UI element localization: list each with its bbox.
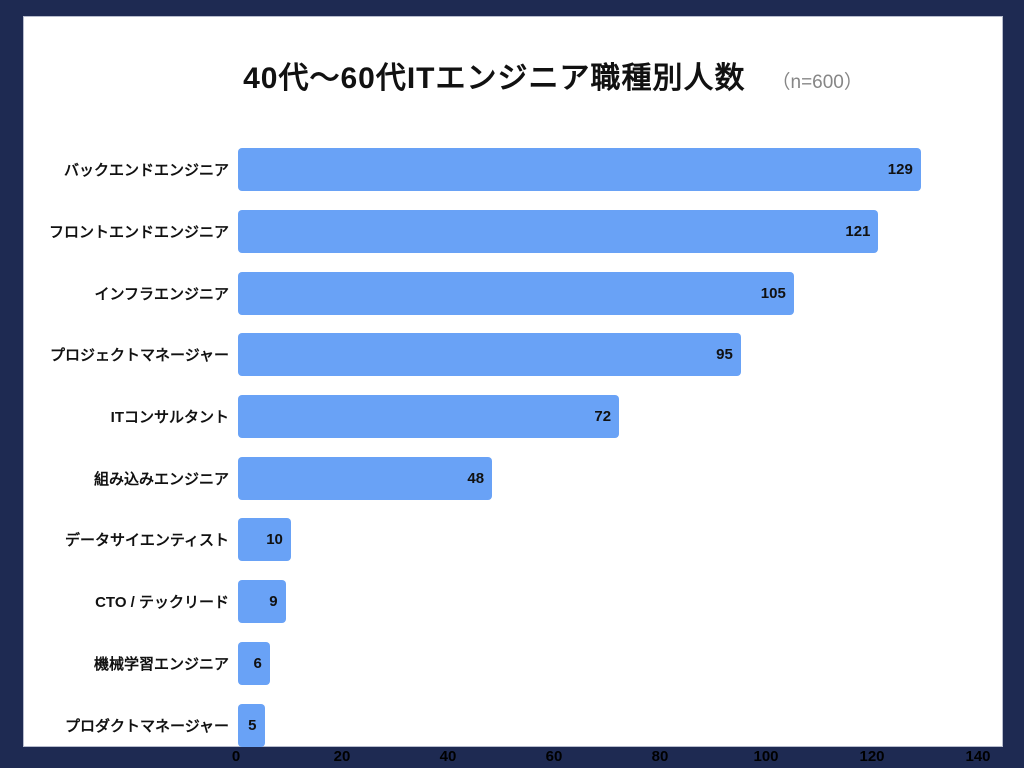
bar-track: 105 — [238, 271, 1002, 315]
bar: 6 — [238, 641, 270, 685]
bar: 48 — [238, 456, 493, 500]
category-label: 組み込みエンジニア — [93, 470, 229, 488]
bar-row: プロジェクトマネージャー 95 — [24, 324, 1002, 386]
x-tick: 0 — [231, 748, 241, 765]
x-tick: 20 — [333, 748, 351, 765]
bar-track: 129 — [238, 148, 1002, 192]
bar-track: 6 — [238, 641, 1002, 685]
x-tick: 100 — [753, 748, 779, 765]
bar: 5 — [238, 703, 265, 747]
value-label: 9 — [269, 593, 278, 611]
value-label: 105 — [760, 284, 786, 302]
category-label: ITコンサルタント — [110, 409, 229, 427]
category-label: インフラエンジニア — [94, 285, 229, 303]
bar-rows: バックエンドエンジニア 129 フロントエンドエンジニア 121 インフラエンジ… — [24, 139, 1002, 756]
bar-row: 機械学習エンジニア 6 — [24, 633, 1002, 695]
x-tick: 120 — [859, 748, 885, 765]
value-label: 95 — [716, 346, 733, 364]
chart-title: 40代〜60代ITエンジニア職種別人数 — [243, 62, 746, 95]
bar: 121 — [238, 210, 879, 254]
sample-size-label: （n=600） — [771, 72, 863, 93]
bar: 72 — [238, 395, 620, 439]
bar-row: CTO / テックリード 9 — [24, 571, 1002, 633]
value-label: 72 — [594, 408, 612, 426]
x-axis: 0 20 40 60 80 100 120 140 — [0, 747, 1024, 768]
bar-track: 48 — [238, 456, 1002, 500]
bar-row: インフラエンジニア 105 — [24, 262, 1002, 324]
bar: 105 — [238, 271, 794, 315]
value-label: 6 — [253, 654, 262, 672]
bar-track: 72 — [238, 395, 1002, 439]
value-label: 5 — [248, 716, 257, 734]
category-label: プロジェクトマネージャー — [50, 347, 229, 365]
bar-row: プロダクトマネージャー 5 — [24, 694, 1002, 756]
bar-row: ITコンサルタント 72 — [24, 386, 1002, 448]
bar: 10 — [238, 518, 291, 562]
category-label: データサイエンティスト — [65, 532, 229, 550]
chart-header: 40代〜60代ITエンジニア職種別人数 （n=600） — [24, 53, 1002, 97]
x-tick: 40 — [439, 748, 457, 765]
chart-panel: 40代〜60代ITエンジニア職種別人数 （n=600） バックエンドエンジニア 1… — [23, 16, 1003, 747]
value-label: 129 — [887, 161, 913, 179]
bar: 95 — [238, 333, 741, 377]
bar-row: データサイエンティスト 10 — [24, 509, 1002, 571]
bar-track: 10 — [238, 518, 1002, 562]
category-label: 機械学習エンジニア — [93, 655, 229, 673]
category-label: フロントエンドエンジニア — [48, 224, 229, 242]
x-tick: 80 — [651, 748, 669, 765]
x-tick: 140 — [965, 748, 991, 765]
category-label: プロダクトマネージャー — [65, 717, 229, 735]
bar-track: 95 — [238, 333, 1002, 377]
category-label: バックエンドエンジニア — [63, 162, 229, 180]
value-label: 121 — [845, 223, 871, 241]
bar-track: 5 — [238, 703, 1002, 747]
value-label: 48 — [467, 469, 485, 487]
value-label: 10 — [266, 531, 283, 549]
category-label: CTO / テックリード — [95, 594, 229, 612]
bar-row: バックエンドエンジニア 129 — [24, 139, 1002, 201]
bar-track: 121 — [238, 210, 1002, 254]
bar-track: 9 — [238, 580, 1002, 624]
bar-row: 組み込みエンジニア 48 — [24, 447, 1002, 509]
bar: 9 — [238, 580, 286, 624]
bar-row: フロントエンドエンジニア 121 — [24, 201, 1002, 263]
bar: 129 — [238, 148, 921, 192]
x-tick: 60 — [545, 748, 563, 765]
